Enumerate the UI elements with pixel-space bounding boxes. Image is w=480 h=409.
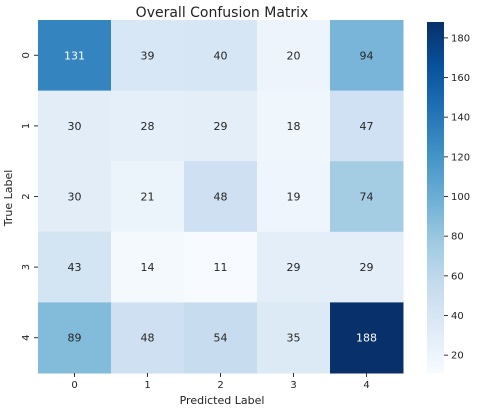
heatmap-cell <box>38 302 112 374</box>
y-axis-ticks: 0 1 2 3 4 <box>21 52 38 341</box>
chart-title: Overall Confusion Matrix <box>136 5 309 21</box>
cell-value-label: 11 <box>214 261 228 274</box>
x-tick-label: 3 <box>290 380 296 391</box>
heatmap-cell <box>111 20 185 92</box>
x-axis-label: Predicted Label <box>180 394 265 407</box>
x-tick-label: 2 <box>217 380 223 391</box>
colorbar-tick-label: 80 <box>451 232 464 243</box>
heatmap-cell <box>184 302 258 374</box>
cell-value-label: 94 <box>360 49 374 62</box>
cell-value-label: 35 <box>287 332 301 345</box>
cell-value-label: 30 <box>68 191 82 204</box>
heatmap-cells: 131 39 40 20 94 30 28 29 18 47 30 21 48 19 74 43 14 11 29 2… <box>38 20 404 374</box>
colorbar-ticks: 20 40 60 80 100 120 140 160 180 <box>444 33 470 362</box>
colorbar-tick-label: 100 <box>451 192 470 203</box>
x-tick-label: 0 <box>71 380 77 391</box>
heatmap-cell <box>330 20 404 92</box>
heatmap-cell <box>330 90 404 162</box>
heatmap-cell <box>38 231 112 303</box>
heatmap-cell <box>184 231 258 303</box>
colorbar-tick-label: 20 <box>451 351 464 362</box>
colorbar-tick-label: 120 <box>451 152 470 163</box>
cell-value-label: 28 <box>141 120 155 133</box>
heatmap-cell <box>38 20 112 92</box>
heatmap-cell <box>184 90 258 162</box>
heatmap-cell <box>257 231 331 303</box>
cell-value-label: 74 <box>360 191 374 204</box>
heatmap-cell <box>330 231 404 303</box>
cell-value-label: 14 <box>141 261 155 274</box>
heatmap-cell <box>257 161 331 233</box>
x-tick-label: 1 <box>144 380 150 391</box>
heatmap-cell <box>111 231 185 303</box>
cell-value-label: 48 <box>141 332 155 345</box>
cell-value-label: 43 <box>68 261 82 274</box>
cell-value-label: 131 <box>64 49 85 62</box>
heatmap-cell <box>257 20 331 92</box>
cell-value-label: 54 <box>214 332 228 345</box>
cell-value-label: 18 <box>287 120 301 133</box>
heatmap-cell <box>330 302 404 374</box>
heatmap-cell <box>38 161 112 233</box>
cell-value-label: 40 <box>214 49 228 62</box>
cell-value-label: 21 <box>141 191 155 204</box>
cell-value-label: 29 <box>360 261 374 274</box>
heatmap-cell <box>184 20 258 92</box>
cell-value-label: 188 <box>356 332 377 345</box>
x-axis-ticks: 0 1 2 3 4 <box>71 373 370 391</box>
heatmap-cell <box>111 161 185 233</box>
y-tick-label: 0 <box>21 52 32 58</box>
colorbar-tick-label: 60 <box>451 271 464 282</box>
heatmap-cell <box>330 161 404 233</box>
cell-value-label: 20 <box>287 49 301 62</box>
cell-value-label: 89 <box>68 332 82 345</box>
y-tick-label: 4 <box>21 335 32 341</box>
cell-value-label: 47 <box>360 120 374 133</box>
cell-value-label: 19 <box>287 191 301 204</box>
colorbar <box>427 22 444 373</box>
colorbar-tick-label: 180 <box>451 33 470 44</box>
colorbar-tick-label: 40 <box>451 311 464 322</box>
heatmap-cell <box>111 302 185 374</box>
heatmap-cell <box>38 90 112 162</box>
cell-value-label: 48 <box>214 191 228 204</box>
y-axis-label: True Label <box>2 170 15 228</box>
heatmap-cell <box>184 161 258 233</box>
colorbar-tick-label: 160 <box>451 73 470 84</box>
y-tick-label: 3 <box>21 264 32 270</box>
x-tick-label: 4 <box>363 380 369 391</box>
cell-value-label: 29 <box>214 120 228 133</box>
cell-value-label: 39 <box>141 49 155 62</box>
heatmap-cell <box>257 90 331 162</box>
colorbar-tick-label: 140 <box>451 113 470 124</box>
heatmap-cell <box>111 90 185 162</box>
heatmap-cell <box>257 302 331 374</box>
cell-value-label: 30 <box>68 120 82 133</box>
cell-value-label: 29 <box>287 261 301 274</box>
y-tick-label: 1 <box>21 123 32 129</box>
y-tick-label: 2 <box>21 193 32 199</box>
